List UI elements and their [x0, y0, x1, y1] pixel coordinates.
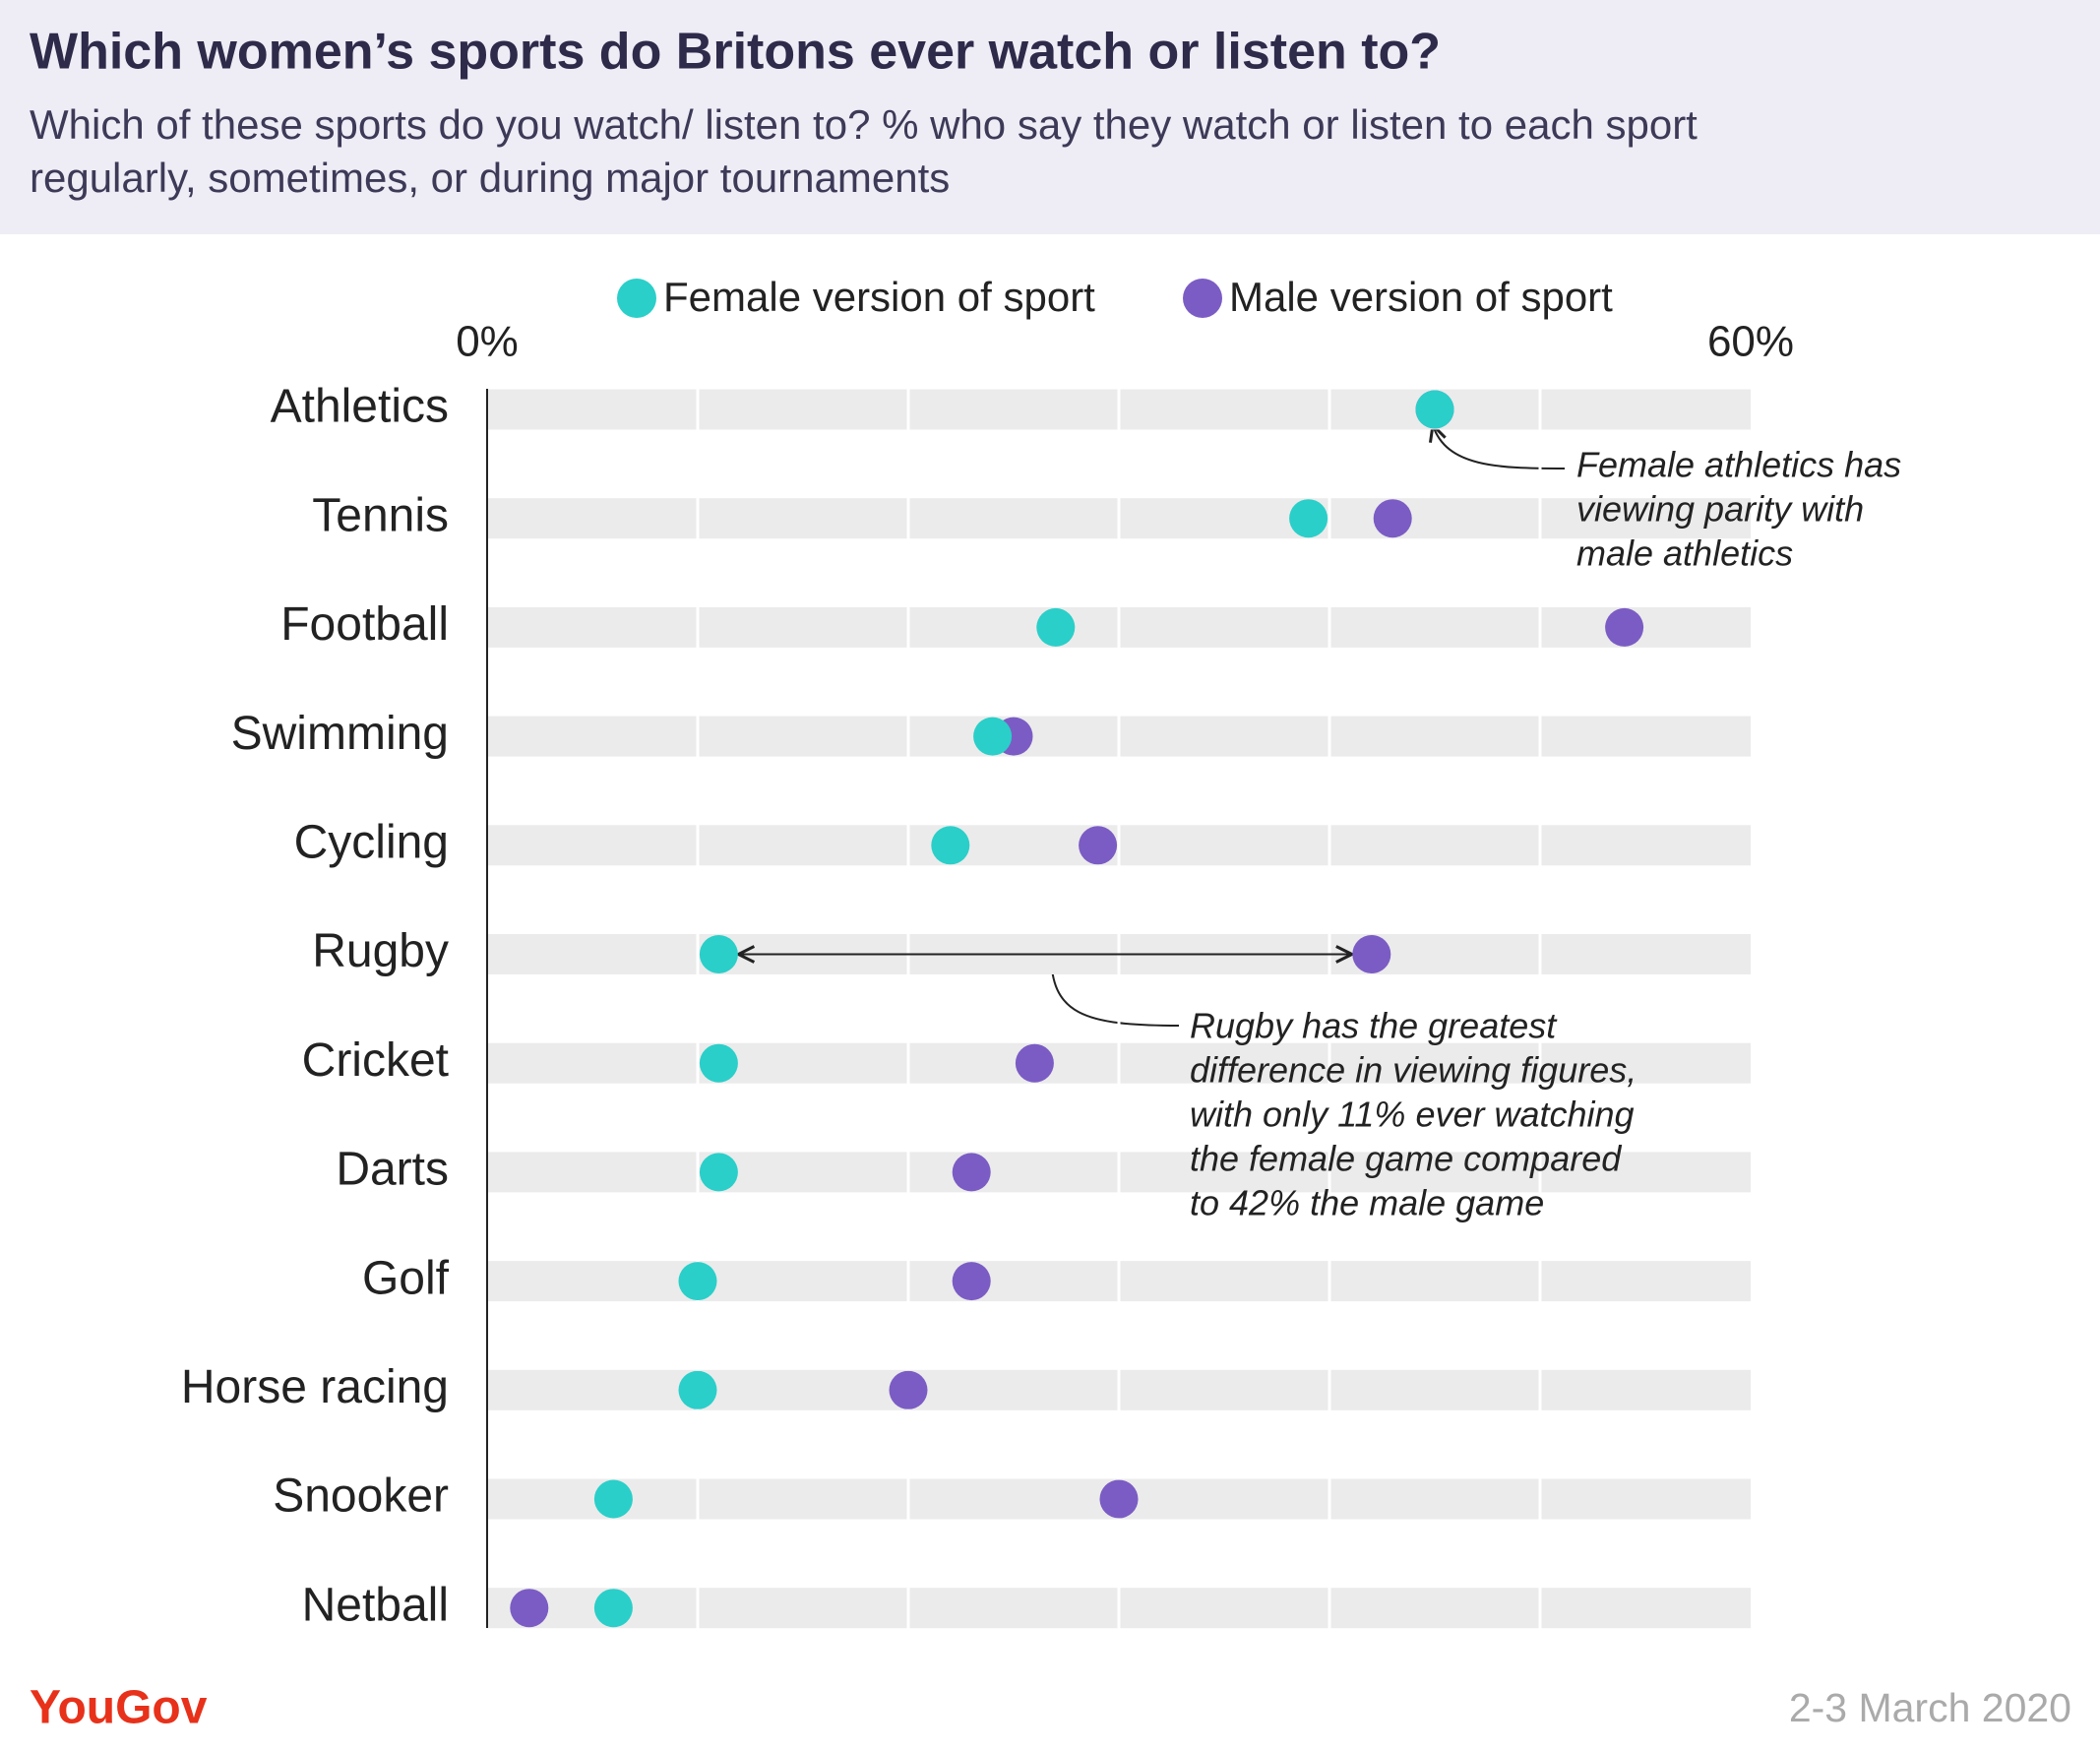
y-tick-label: Cycling [294, 816, 449, 868]
source-logo: YouGov [30, 1682, 208, 1734]
dot [1352, 935, 1391, 973]
dot [699, 935, 738, 973]
y-tick-label: Football [280, 598, 449, 651]
dot [593, 1479, 633, 1519]
annotation: with only 11% ever watching [1190, 1095, 1635, 1135]
dot [510, 1589, 549, 1628]
subtitle: Which of these sports do you watch/ list… [30, 101, 1698, 148]
header-band [0, 0, 2100, 234]
dot [1373, 499, 1412, 538]
annotation-arrow [1433, 425, 1566, 469]
y-tick-label: Rugby [312, 925, 449, 977]
dot [1036, 607, 1076, 647]
legend-marker [617, 279, 656, 318]
y-tick-label: Darts [336, 1144, 449, 1196]
dot [678, 1262, 717, 1301]
dot [699, 1153, 738, 1192]
dot [678, 1370, 717, 1409]
legend-label: Male version of sport [1229, 274, 1613, 320]
annotation: the female game compared [1190, 1139, 1622, 1179]
y-tick-label: Swimming [231, 708, 449, 760]
x-tick-label: 60% [1707, 318, 1794, 366]
annotation: Female athletics has [1576, 445, 1901, 485]
annotation: viewing parity with [1576, 489, 1864, 530]
legend-marker [1183, 279, 1222, 318]
legend-label: Female version of sport [663, 274, 1095, 320]
y-tick-label: Snooker [273, 1470, 449, 1523]
subtitle: regularly, sometimes, or during major to… [30, 155, 950, 201]
y-tick-label: Cricket [302, 1034, 449, 1087]
dot [699, 1043, 738, 1083]
annotation: difference in viewing figures, [1190, 1050, 1637, 1091]
dot [889, 1370, 928, 1409]
x-tick-label: 0% [456, 318, 519, 366]
y-tick-label: Golf [362, 1252, 450, 1304]
dot [1289, 499, 1328, 538]
annotation: male athletics [1576, 533, 1793, 574]
dot [1099, 1479, 1139, 1519]
y-tick-label: Netball [302, 1579, 449, 1631]
dot [973, 717, 1013, 756]
chart-title: Which women’s sports do Britons ever wat… [30, 24, 1441, 81]
dot [593, 1589, 633, 1628]
dot [952, 1262, 991, 1301]
y-tick-label: Tennis [312, 489, 449, 541]
dot [952, 1153, 991, 1192]
dot [1415, 390, 1454, 429]
y-tick-label: Horse racing [181, 1361, 449, 1413]
dot [931, 826, 970, 865]
dot [1605, 607, 1644, 647]
annotation: Rugby has the greatest [1190, 1006, 1558, 1046]
y-tick-label: Athletics [271, 381, 449, 433]
annotation: to 42% the male game [1190, 1183, 1544, 1223]
date: 2-3 March 2020 [1789, 1685, 2071, 1730]
dot [1079, 826, 1118, 865]
dot [1015, 1043, 1054, 1083]
